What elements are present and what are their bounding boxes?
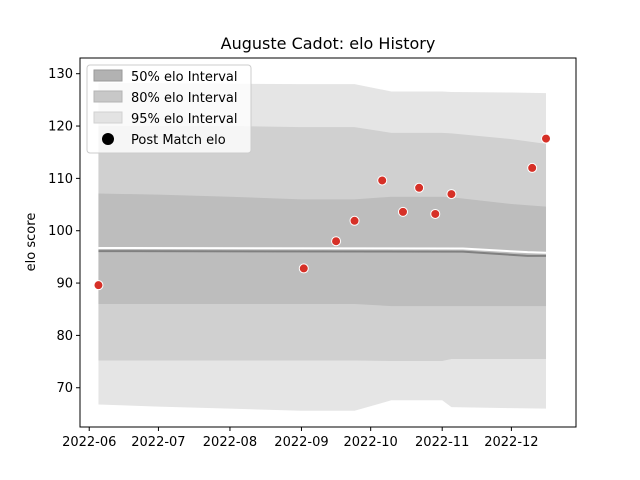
data-point (331, 236, 342, 247)
data-point (541, 133, 552, 144)
x-tick-label: 2022-06 (62, 435, 116, 450)
legend-swatch-95 (93, 111, 123, 124)
y-tick-label: 70 (56, 381, 73, 396)
series-line-mean (98, 247, 547, 254)
legend: 50% elo Interval 80% elo Interval 95% el… (86, 64, 252, 154)
y-tick-label: 100 (48, 224, 73, 239)
y-tick-label: 120 (48, 120, 73, 135)
legend-frame (86, 64, 252, 154)
data-point (93, 280, 104, 291)
legend-marker-point (102, 133, 114, 145)
x-tick-label: 2022-07 (131, 435, 185, 450)
legend-swatch-80 (93, 90, 123, 103)
series-line-median (98, 250, 547, 257)
data-point (446, 189, 457, 200)
x-axis: 2022-06 2022-07 2022-08 2022-09 2022-10 2022-… (62, 427, 539, 450)
x-tick-label: 2022-10 (344, 435, 398, 450)
y-tick-label: 130 (48, 67, 73, 82)
y-tick-label: 90 (56, 277, 73, 292)
x-tick-label: 2022-11 (415, 435, 469, 450)
data-point (430, 208, 441, 219)
chart-title: Auguste Cadot: elo History (221, 34, 436, 53)
x-tick-label: 2022-08 (203, 435, 257, 450)
legend-label-points: Post Match elo (131, 133, 226, 148)
x-tick-label: 2022-09 (274, 435, 328, 450)
data-point (527, 162, 538, 173)
data-point (397, 206, 408, 217)
post-match-points (93, 133, 552, 291)
x-tick-label: 2022-12 (484, 435, 538, 450)
legend-swatch-50 (93, 69, 123, 82)
band-50pct (98, 193, 547, 307)
legend-label-95: 95% elo Interval (131, 112, 238, 127)
elo-lines (98, 247, 547, 257)
y-tick-label: 110 (48, 172, 73, 187)
data-point (298, 263, 309, 274)
legend-label-50: 50% elo Interval (131, 70, 238, 85)
data-point (414, 182, 425, 193)
interval-bands (98, 83, 547, 411)
y-tick-label: 80 (56, 329, 73, 344)
y-axis-label: elo score (24, 213, 39, 272)
data-point (377, 175, 388, 186)
y-axis: 70 80 90 100 110 120 130 (48, 67, 80, 396)
data-point (349, 215, 360, 226)
plot-frame (79, 57, 577, 428)
legend-label-80: 80% elo Interval (131, 91, 238, 106)
